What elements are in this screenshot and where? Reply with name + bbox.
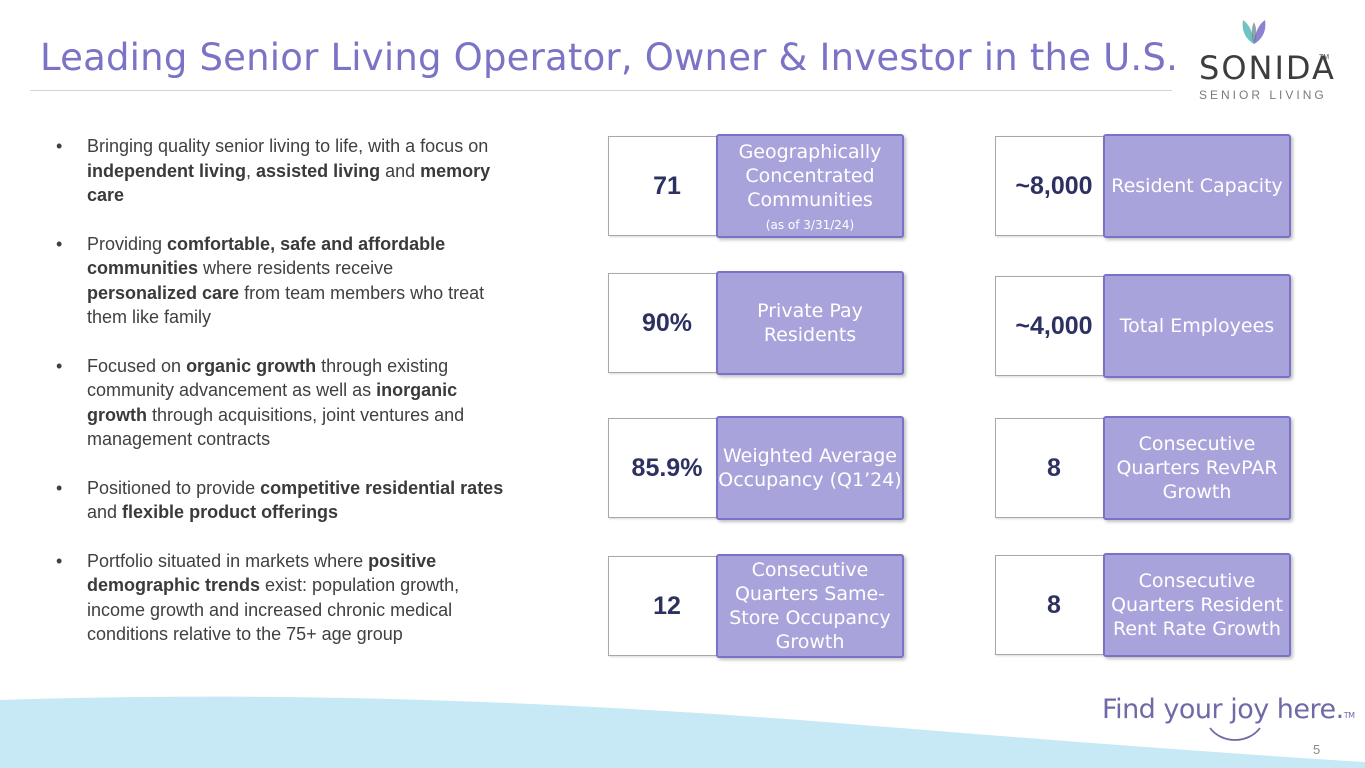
logo-trademark: TM (1319, 54, 1330, 61)
bullet-text: Positioned to provide (87, 477, 261, 498)
title-divider (30, 90, 1172, 91)
footer-wave (0, 696, 1365, 768)
bullet-bold-text: assisted living (256, 160, 381, 181)
bullet-text: through acquisitions, joint ventures and… (87, 404, 465, 450)
bullet-text: through existing community advancement a… (87, 355, 449, 401)
stat-note: (as of 3/31/24) (765, 218, 855, 232)
smile-icon (1209, 727, 1261, 741)
stat-label: Consecutive Quarters RevPAR Growth (1116, 433, 1278, 503)
bullet-text: and (87, 502, 123, 522)
stat-label: Geographically Concentrated Communities (738, 141, 882, 211)
stat-label: Consecutive Quarters Resident Rent Rate … (1111, 570, 1283, 640)
bullet-bold-text: comfortable, safe and affordable communi… (87, 233, 446, 279)
bullet-item: Positioned to provide competitive reside… (56, 476, 506, 525)
bullet-bold-text: positive demographic trends (87, 550, 437, 596)
stat-label: Total Employees (1119, 315, 1275, 337)
stat-label-box: Consecutive Quarters RevPAR Growth (1103, 416, 1291, 520)
stat-value: 12 (608, 556, 726, 656)
bullet-bold-text: flexible product offerings (122, 502, 339, 522)
stat-private-pay: 90% Private Pay Residents (608, 271, 908, 381)
bullet-item: Providing comfortable, safe and affordab… (56, 232, 506, 330)
bullet-text: exist: population growth, income growth … (87, 575, 460, 644)
stat-label-box: Geographically Concentrated Communities … (716, 134, 904, 238)
bullet-list: Bringing quality senior living to life, … (56, 134, 506, 671)
stat-value: ~8,000 (995, 136, 1113, 236)
bullet-item: Bringing quality senior living to life, … (56, 134, 506, 208)
stat-resident-capacity: ~8,000 Resident Capacity (995, 134, 1295, 244)
stat-occupancy: 85.9% Weighted Average Occupancy (Q1’24) (608, 416, 908, 526)
bullet-item: Focused on organic growth through existi… (56, 354, 506, 452)
stat-label: Resident Capacity (1111, 175, 1283, 197)
stat-value: 71 (608, 136, 726, 236)
bullet-item: Portfolio situated in markets where posi… (56, 549, 506, 647)
stat-label-box: Private Pay Residents (716, 271, 904, 375)
butterfly-logo-icon (1242, 20, 1266, 44)
bullet-text: Portfolio situated in markets where (87, 550, 369, 571)
stat-label-box: Total Employees (1103, 274, 1291, 378)
stat-label-box: Resident Capacity (1103, 134, 1291, 238)
tagline-trademark: TM (1343, 711, 1355, 720)
logo-subtitle: SENIOR LIVING (1199, 88, 1327, 102)
bullet-bold-text: organic growth (186, 355, 317, 376)
bullet-text: from team members who treat them like fa… (87, 282, 485, 328)
bullet-text: , (246, 160, 257, 181)
stat-label: Consecutive Quarters Same-Store Occupanc… (729, 559, 891, 653)
bullet-bold-text: inorganic growth (87, 380, 458, 425)
stat-revpar: 8 Consecutive Quarters RevPAR Growth (995, 416, 1295, 526)
stat-value: 85.9% (608, 418, 726, 518)
bullet-bold-text: personalized care (87, 282, 240, 303)
stat-label-box: Consecutive Quarters Resident Rent Rate … (1103, 553, 1291, 657)
stat-rent-rate: 8 Consecutive Quarters Resident Rent Rat… (995, 553, 1295, 663)
stat-label: Weighted Average Occupancy (Q1’24) (718, 445, 902, 491)
bullet-text: Providing (87, 233, 168, 254)
stat-employees: ~4,000 Total Employees (995, 274, 1295, 384)
bullet-bold-text: competitive residential rates (260, 477, 504, 498)
page-number: 5 (1313, 742, 1321, 757)
stat-value: ~4,000 (995, 276, 1113, 376)
slide-title: Leading Senior Living Operator, Owner & … (40, 36, 1179, 79)
bullet-bold-text: memory care (87, 160, 491, 206)
stat-label-box: Weighted Average Occupancy (Q1’24) (716, 416, 904, 520)
tagline-text: Find your joy here. (1102, 694, 1344, 725)
stat-same-store-occupancy: 12 Consecutive Quarters Same-Store Occup… (608, 554, 908, 664)
tagline: Find your joy here.TM (1102, 694, 1355, 725)
bullet-text: where residents receive (198, 258, 394, 278)
bullet-text: Focused on (87, 355, 187, 376)
stat-value: 8 (995, 418, 1113, 518)
stat-communities: 71 Geographically Concentrated Communiti… (608, 134, 908, 244)
bullet-bold-text: independent living (87, 160, 247, 181)
stat-label-box: Consecutive Quarters Same-Store Occupanc… (716, 554, 904, 658)
bullet-text: and (380, 160, 421, 181)
bullet-text: Bringing quality senior living to life, … (87, 136, 489, 156)
sonida-logo: SONIDA TM SENIOR LIVING (1195, 14, 1335, 104)
logo-wordmark: SONIDA (1199, 49, 1336, 87)
stat-label: Private Pay Residents (757, 300, 863, 346)
stat-value: 8 (995, 555, 1113, 655)
stat-value: 90% (608, 273, 726, 373)
